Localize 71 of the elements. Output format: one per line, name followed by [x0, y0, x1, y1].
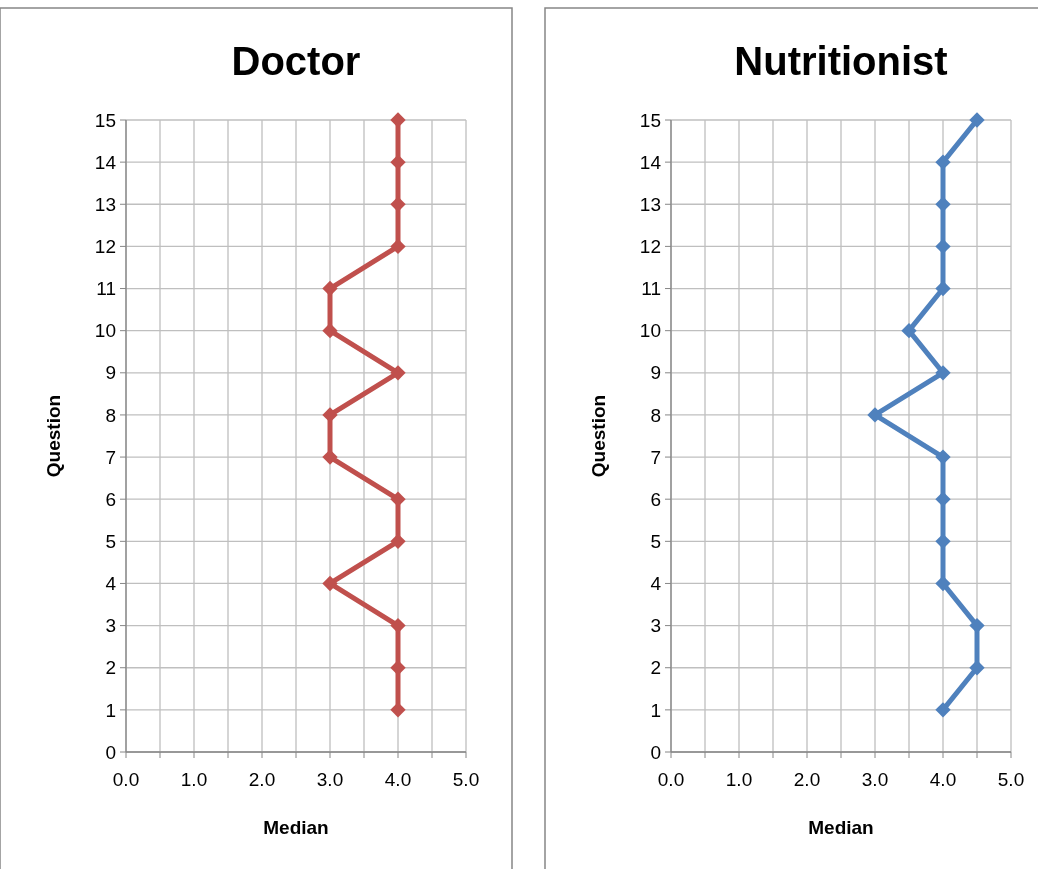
x-tick-label: 5.0 — [452, 769, 480, 790]
point — [935, 449, 951, 465]
y-tick-label: 4 — [105, 573, 117, 595]
point — [935, 491, 951, 507]
x-axis-title: Median — [808, 817, 874, 838]
point — [390, 196, 406, 212]
y-tick-label: 13 — [639, 193, 661, 215]
point — [322, 575, 338, 592]
y-tick-label: 7 — [650, 446, 661, 468]
x-tick-label: 3.0 — [316, 769, 344, 790]
y-tick-label: 0 — [105, 741, 116, 763]
point — [390, 491, 406, 507]
y-tick-label: 9 — [105, 362, 116, 384]
point — [935, 702, 951, 718]
y-tick-label: 14 — [639, 151, 662, 173]
point — [390, 365, 406, 381]
y-tick-label: 2 — [650, 657, 661, 679]
chart-title: Nutritionist — [734, 39, 948, 83]
y-axis-title: Question — [588, 394, 609, 478]
y-tick-label: 0 — [650, 741, 661, 763]
y-tick-label: 13 — [94, 193, 116, 215]
x-tick-label: 2.0 — [248, 769, 276, 790]
y-tick-label: 9 — [650, 362, 661, 384]
y-tick-label: 5 — [105, 530, 116, 552]
point — [935, 196, 951, 212]
x-tick-label: 1.0 — [180, 769, 208, 790]
y-tick-label: 5 — [650, 530, 661, 552]
point — [867, 407, 883, 423]
x-axis-title: Median — [263, 817, 329, 838]
x-tick-label: 1.0 — [725, 769, 753, 790]
point — [322, 407, 338, 423]
y-tick-label: 15 — [639, 109, 661, 131]
y-tick-label: 3 — [105, 615, 116, 637]
x-tick-label: 0.0 — [112, 769, 140, 790]
y-tick-label: 6 — [650, 488, 661, 510]
x-tick-label: 2.0 — [793, 769, 821, 790]
y-tick-label: 2 — [105, 657, 116, 679]
point — [969, 112, 985, 128]
y-tick-label: 3 — [650, 615, 661, 637]
y-tick-label: 10 — [94, 320, 116, 342]
y-tick-label: 10 — [639, 320, 661, 342]
y-tick-label: 7 — [105, 446, 116, 468]
y-tick-label: 12 — [94, 236, 116, 258]
point — [390, 702, 406, 718]
y-tick-label: 6 — [105, 488, 116, 510]
y-tick-label: 1 — [650, 699, 661, 721]
x-tick-label: 0.0 — [657, 769, 685, 790]
y-tick-label: 1 — [105, 699, 116, 721]
x-tick-label: 5.0 — [997, 769, 1025, 790]
chart-title: Doctor — [231, 39, 361, 83]
y-tick-label: 11 — [96, 278, 116, 300]
point — [935, 154, 951, 170]
y-tick-label: 4 — [650, 573, 662, 595]
y-tick-label: 11 — [641, 278, 661, 300]
point — [390, 154, 406, 170]
point — [901, 323, 917, 339]
y-tick-label: 8 — [650, 404, 661, 426]
point — [935, 365, 951, 381]
x-tick-label: 3.0 — [861, 769, 889, 790]
x-tick-label: 4.0 — [929, 769, 957, 790]
y-tick-label: 8 — [105, 404, 116, 426]
x-tick-label: 4.0 — [384, 769, 412, 790]
point — [390, 660, 406, 676]
y-tick-label: 14 — [94, 151, 117, 173]
point — [322, 323, 338, 339]
point — [969, 660, 985, 676]
point — [390, 112, 406, 128]
y-tick-label: 12 — [639, 236, 661, 258]
point — [322, 449, 338, 465]
y-axis-title: Question — [43, 394, 64, 478]
y-tick-label: 15 — [94, 109, 116, 131]
